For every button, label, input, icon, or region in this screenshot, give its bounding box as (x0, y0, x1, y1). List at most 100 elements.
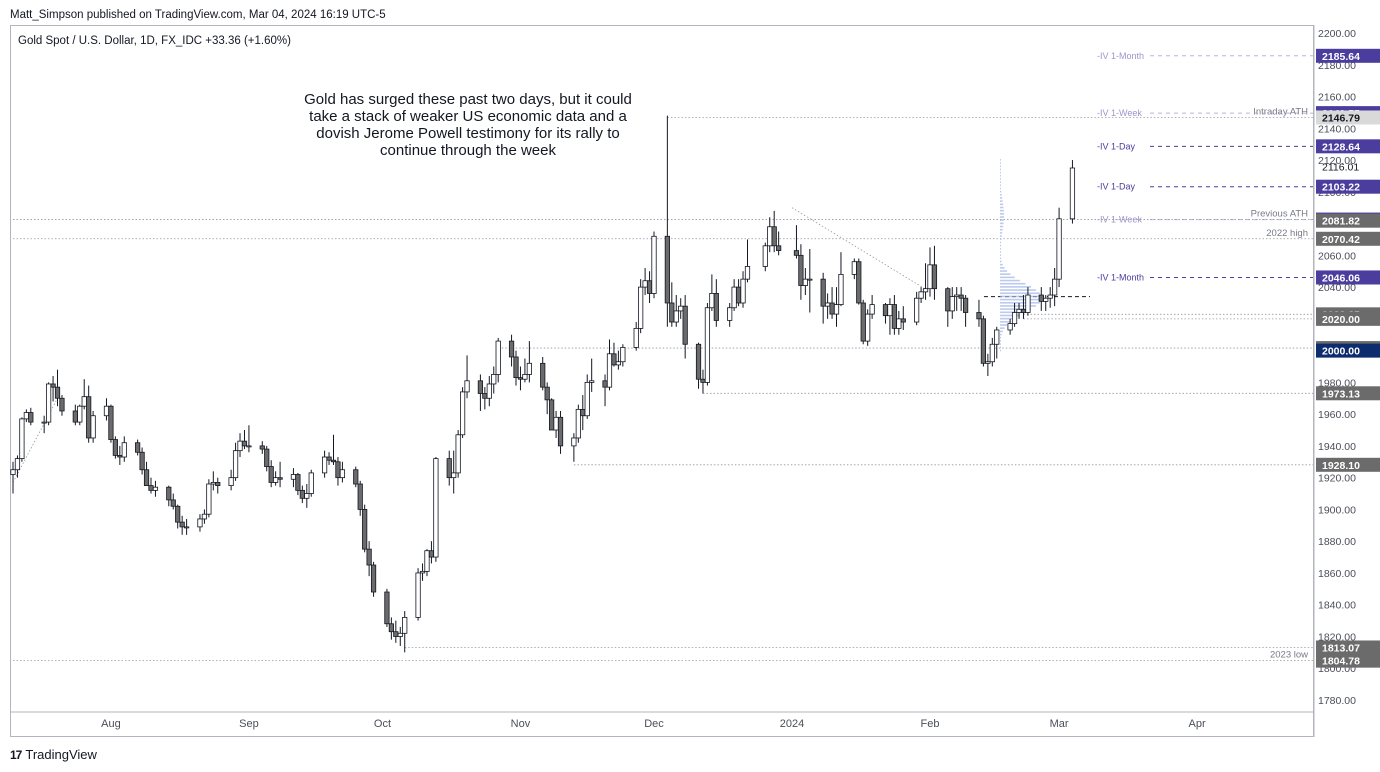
candle-body (540, 362, 546, 388)
candle-body (277, 477, 283, 480)
price-badge (1316, 653, 1380, 668)
volume-profile-bar (1000, 168, 1001, 171)
price-tick-label: 1860.00 (1318, 568, 1356, 580)
iv-label: -IV 1-Week (1097, 108, 1142, 118)
volume-profile-bar (1000, 251, 1001, 253)
price-badge (1316, 457, 1380, 472)
volume-profile-bar (1000, 209, 1004, 212)
volume-profile-bar (1000, 298, 1042, 301)
candle-body (767, 226, 773, 247)
candle-body (522, 374, 528, 380)
candle-body (304, 493, 310, 499)
candle-body (606, 353, 613, 388)
candle-body (633, 327, 639, 348)
candle-body (339, 469, 346, 479)
candle-body (330, 459, 337, 463)
candle-body (802, 278, 808, 286)
candle-body (833, 304, 840, 315)
tradingview-brand[interactable]: 17 TradingView (10, 747, 97, 762)
candle-body (914, 297, 920, 323)
tradingview-logo-icon: 17 (10, 747, 22, 762)
volume-profile-bar (1000, 190, 1002, 193)
time-axis: Aug Sep Oct Nov Dec 2024 Feb Mar Apr (10, 711, 1314, 730)
price-badge-label: 1928.10 (1322, 460, 1360, 472)
candle-body (678, 305, 684, 312)
candle-body (771, 226, 777, 247)
candle-body (553, 416, 559, 431)
iv-label: -IV 1-Day (1097, 182, 1136, 192)
candle-body (103, 405, 110, 417)
candle-body (575, 408, 581, 439)
candle-body (731, 286, 737, 309)
volume-profile-bar (1000, 206, 1004, 209)
volume-profile-bar (1000, 273, 1011, 275)
candle-body (740, 278, 746, 304)
candle-body (152, 486, 159, 491)
volume-profile-bar (1000, 257, 1001, 260)
candle-body (246, 445, 252, 448)
candle-body (620, 347, 626, 363)
candle-body (264, 448, 270, 467)
volume-profile (1000, 159, 1042, 352)
volume-profile-bar (1000, 314, 1020, 317)
candle-body (108, 405, 114, 440)
volume-profile-bar (1000, 247, 1001, 250)
iv-label: -IV 1-Month (1097, 272, 1144, 282)
price-badge-label: 2103.22 (1322, 182, 1360, 194)
brand-name: TradingView (25, 747, 97, 762)
candle-body (1043, 297, 1049, 302)
price-tick-label: 2040.00 (1318, 282, 1356, 294)
candle-body (197, 518, 203, 528)
candle-body (424, 550, 430, 572)
price-tick-label: 2060.00 (1318, 250, 1356, 262)
candle-body (135, 442, 141, 453)
candle-body (59, 397, 65, 412)
volume-profile-bar (1000, 244, 1001, 247)
volume-profile-bar (1000, 162, 1001, 164)
price-badge-label: 2070.42 (1322, 234, 1360, 246)
volume-profile-bar (1000, 203, 1004, 206)
candle-body (451, 472, 457, 479)
price-badge (1316, 110, 1380, 125)
volume-profile-bar (1000, 178, 1001, 180)
volume-profile-bar (1000, 324, 1008, 326)
time-tick-label: Nov (511, 718, 531, 730)
volume-profile-bar (1000, 308, 1032, 310)
price-badge (1316, 231, 1380, 246)
candle-body (143, 469, 150, 487)
volume-profile-bar (1000, 181, 1001, 183)
volume-profile-bar (1000, 254, 1001, 256)
volume-profile-bar (1000, 343, 1001, 345)
level-label: 2022 high (1266, 228, 1308, 239)
candle-body (273, 477, 279, 483)
volume-profile-bar (1000, 292, 1040, 295)
candle-body (526, 362, 532, 375)
volume-profile-bar (1000, 197, 1003, 199)
volume-profile-bar (1000, 165, 1001, 167)
level-label: 2023 low (1270, 650, 1308, 661)
candle-body (175, 505, 181, 523)
candle-body (931, 264, 938, 290)
price-badge-label: 1973.13 (1322, 388, 1360, 400)
candle-body (14, 458, 21, 471)
candle-body (1069, 167, 1076, 220)
candles-layer (10, 115, 1076, 653)
candle-body (704, 307, 711, 383)
candle-body (232, 450, 239, 479)
time-tick-label: Dec (644, 718, 664, 730)
price-tick-label: 1920.00 (1318, 473, 1356, 485)
volume-profile-bar (1000, 235, 1002, 237)
candle-body (1047, 294, 1053, 299)
volume-profile-bar (1000, 232, 1003, 234)
candle-body (517, 377, 524, 380)
candle-body (46, 383, 52, 423)
candle-body (838, 273, 844, 305)
candle-body (807, 278, 813, 281)
candle-body (887, 304, 893, 317)
candle-body (869, 304, 875, 315)
price-tick-label: 2160.00 (1318, 92, 1356, 104)
candle-body (918, 291, 924, 299)
volume-profile-bar (1000, 346, 1001, 349)
volume-profile-bar (1000, 282, 1026, 285)
